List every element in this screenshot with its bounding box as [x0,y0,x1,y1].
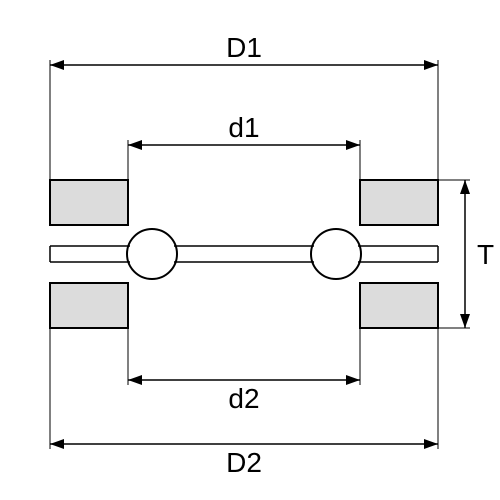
top-race-left [50,180,128,225]
bottom-race-right [360,283,438,328]
bottom-race-left [50,283,128,328]
bearing-diagram: D1 d1 d2 D2 T [0,0,500,500]
top-race-right [360,180,438,225]
dim-T-label: T [477,239,494,270]
dim-D2-label: D2 [226,447,262,478]
ball-left [127,229,177,279]
ball-right [311,229,361,279]
dim-d2-label: d2 [228,383,259,414]
dim-d1-label: d1 [228,112,259,143]
dim-D1-label: D1 [226,32,262,63]
